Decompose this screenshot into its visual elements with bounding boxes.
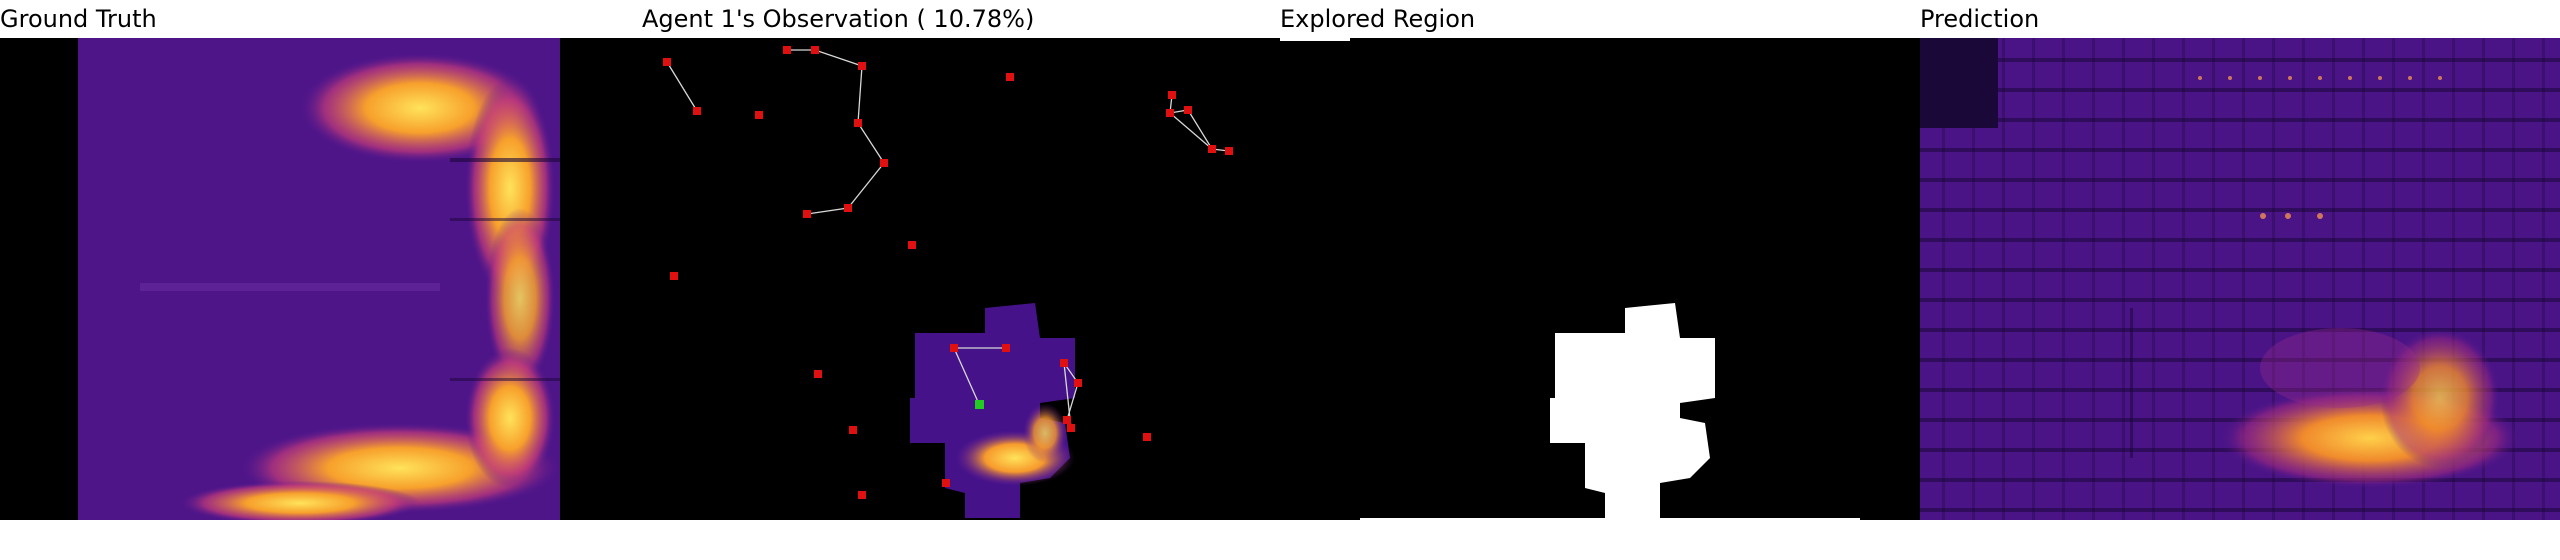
observation-map	[663, 46, 1233, 518]
current-agent-marker	[975, 400, 984, 409]
explored-mask	[1280, 38, 1860, 520]
ground-truth-heatmap	[78, 38, 560, 520]
agent-markers	[663, 46, 1233, 499]
prediction-panel	[1920, 38, 2560, 520]
prediction-title: Prediction	[1920, 5, 2040, 33]
observation-panel	[640, 38, 1280, 520]
ground-truth-panel	[0, 38, 640, 520]
explored-region-title: Explored Region	[1280, 5, 1476, 33]
observation-title: Agent 1's Observation ( 10.78%)	[642, 5, 1035, 33]
explored-region-panel	[1280, 38, 1920, 520]
ground-truth-title: Ground Truth	[0, 5, 157, 33]
prediction-heatmap	[1920, 38, 2560, 520]
